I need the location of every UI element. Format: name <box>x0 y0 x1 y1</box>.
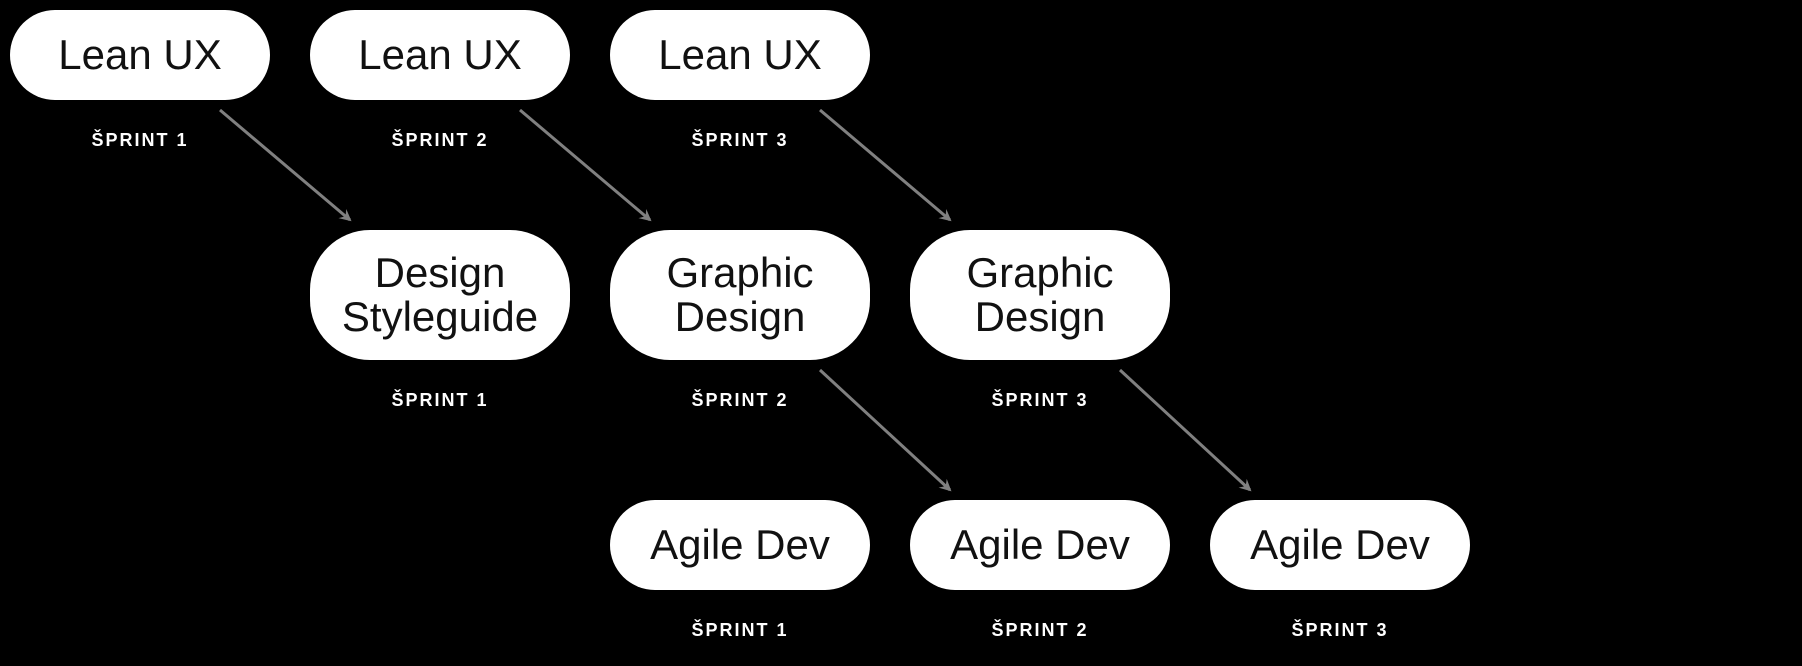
arrow-lean3-to-design3 <box>820 110 950 220</box>
pill-dev3: Agile Dev <box>1210 500 1470 590</box>
pill-design2: Graphic Design <box>610 230 870 360</box>
arrow-lean2-to-design2 <box>520 110 650 220</box>
pill-dev2: Agile Dev <box>910 500 1170 590</box>
pill-lean2: Lean UX <box>310 10 570 100</box>
sprint-label-lean2: ŠPRINT 2 <box>360 130 520 151</box>
pill-design3: Graphic Design <box>910 230 1170 360</box>
sprint-label-dev3: ŠPRINT 3 <box>1260 620 1420 641</box>
arrows-layer <box>0 0 1802 666</box>
pill-lean3: Lean UX <box>610 10 870 100</box>
pill-lean1: Lean UX <box>10 10 270 100</box>
arrow-design2-to-dev2 <box>820 370 950 490</box>
arrow-lean1-to-design1 <box>220 110 350 220</box>
sprint-label-lean3: ŠPRINT 3 <box>660 130 820 151</box>
pill-design1: Design Styleguide <box>310 230 570 360</box>
sprint-label-dev2: ŠPRINT 2 <box>960 620 1120 641</box>
pill-dev1: Agile Dev <box>610 500 870 590</box>
sprint-label-design3: ŠPRINT 3 <box>960 390 1120 411</box>
sprint-label-design2: ŠPRINT 2 <box>660 390 820 411</box>
sprint-label-dev1: ŠPRINT 1 <box>660 620 820 641</box>
sprint-label-lean1: ŠPRINT 1 <box>60 130 220 151</box>
diagram-stage: Lean UX Lean UX Lean UX Design Styleguide Gr… <box>0 0 1802 666</box>
arrow-design3-to-dev3 <box>1120 370 1250 490</box>
sprint-label-design1: ŠPRINT 1 <box>360 390 520 411</box>
